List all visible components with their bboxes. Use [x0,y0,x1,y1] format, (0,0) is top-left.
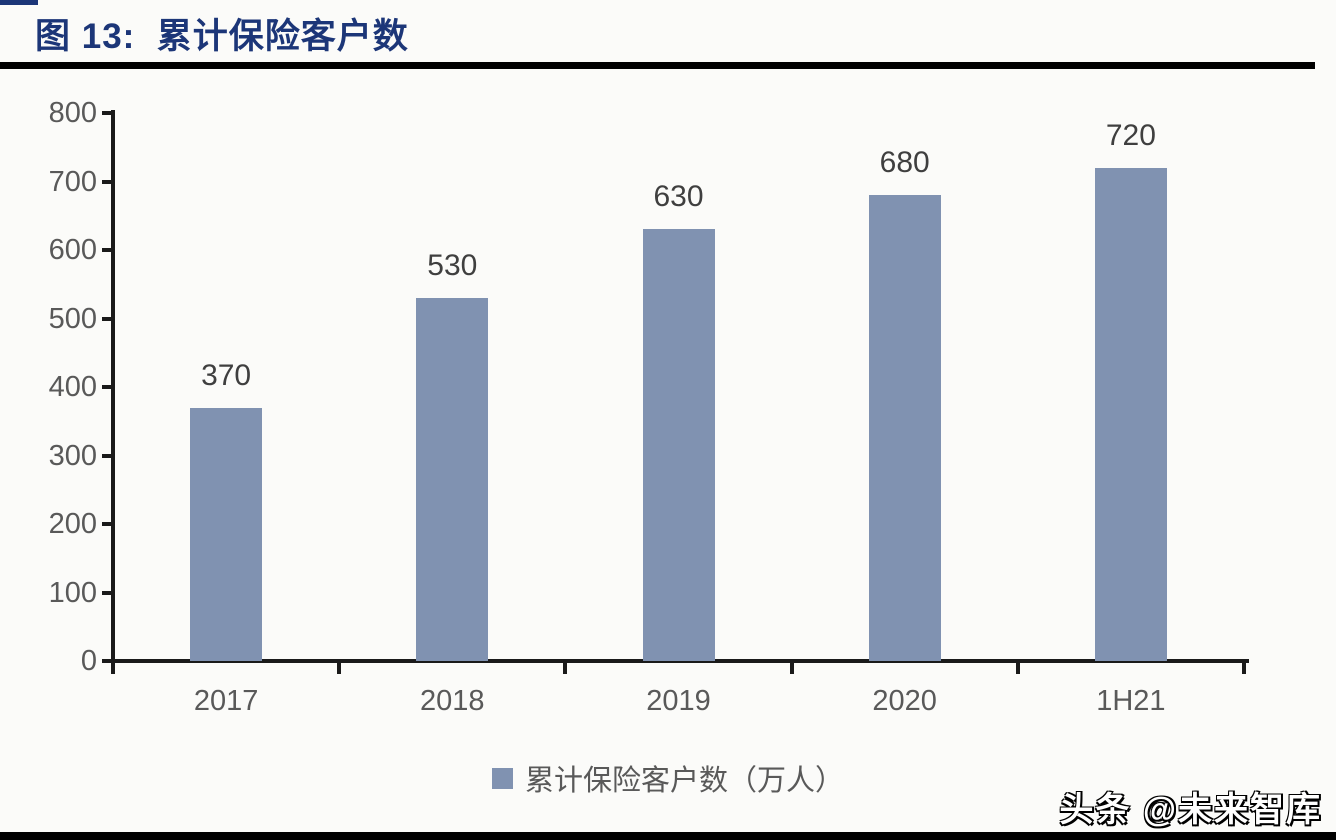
y-axis-line [111,110,115,661]
y-tick [102,179,113,184]
y-tick [102,111,113,115]
bar-value-label: 720 [1105,118,1156,152]
y-tick-label: 700 [48,165,97,198]
bar-value-label: 630 [653,180,704,214]
bottom-border-rule [0,832,1336,840]
bar-value-label: 370 [201,358,252,392]
y-tick [102,316,113,321]
y-tick [102,453,113,458]
x-tick [111,661,115,674]
x-axis-label: 2020 [872,685,937,717]
legend-label: 累计保险客户数（万人） [524,765,844,797]
y-tick [102,248,113,252]
y-tick [102,522,113,526]
chart-legend: 累计保险客户数（万人） [0,757,1336,799]
x-axis-line [113,659,1249,663]
x-tick [789,661,794,674]
title-divider-rule [0,62,1315,69]
top-border-fragment [0,0,38,5]
bar-2017 [190,407,263,661]
y-tick-label: 300 [48,439,97,472]
x-axis-label: 1H21 [1096,685,1166,717]
y-tick-label: 800 [48,97,97,129]
x-axis-label: 2019 [646,685,711,717]
y-tick-label: 0 [80,645,97,677]
x-tick [1015,661,1020,674]
x-axis-label: 2018 [420,685,485,717]
x-axis-label: 2017 [193,685,259,717]
bar-1H21 [1094,167,1167,661]
y-tick [102,659,113,663]
legend-swatch-icon [491,767,513,789]
watermark-toutiao: 头条 @未来智库 [1059,791,1322,829]
x-tick [1242,661,1246,674]
x-tick [337,661,342,674]
y-tick-label: 100 [48,576,97,609]
y-tick-label: 600 [48,234,97,266]
figure-title: 图 13: 累计保险客户数 [35,17,409,56]
y-tick [102,590,113,595]
bar-value-label: 530 [427,248,478,282]
y-tick-label: 200 [48,508,97,540]
y-tick-label: 500 [48,302,97,335]
bar-2020 [868,195,941,661]
bar-value-label: 680 [879,146,930,180]
y-tick-label: 400 [48,371,97,403]
y-tick [102,385,113,389]
bar-2019 [642,229,715,661]
bar-2018 [416,297,489,661]
x-tick [563,661,568,674]
